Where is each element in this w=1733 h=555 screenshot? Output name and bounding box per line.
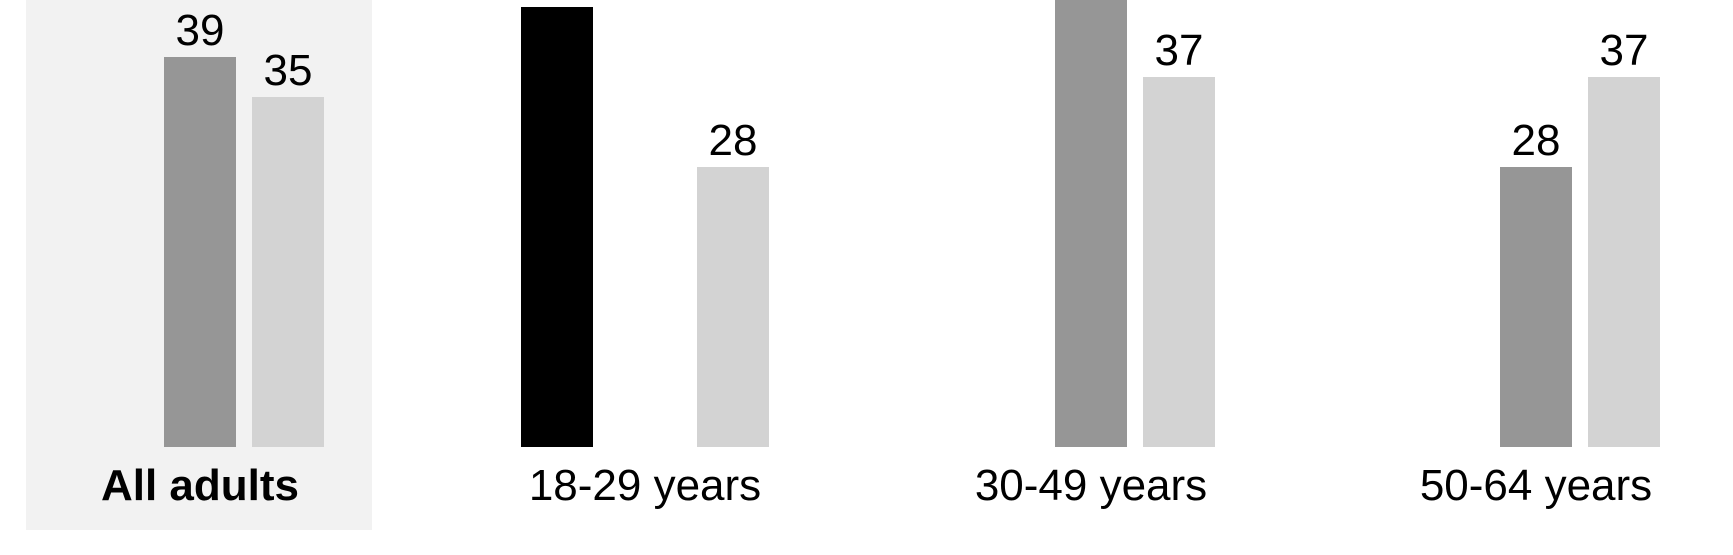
category-label-all-adults: All adults (101, 461, 299, 510)
bar-all-adults-series-2 (164, 57, 236, 447)
value-label-all-adults-series-2: 39 (176, 6, 225, 55)
value-label-all-adults-series-3: 35 (264, 46, 313, 95)
bar-50-64-years-series-2 (1500, 167, 1572, 447)
value-label-50-64-years-series-2: 28 (1512, 116, 1561, 165)
category-label-30-49-years: 30-49 years (975, 461, 1207, 510)
bars-layer (164, 0, 1660, 447)
bar-all-adults-series-3 (252, 97, 324, 447)
bar-18-29-years-series-1 (521, 7, 593, 447)
value-label-18-29-years-series-3: 28 (709, 116, 758, 165)
bar-30-49-years-series-3 (1143, 77, 1215, 447)
category-label-18-29-years: 18-29 years (529, 461, 761, 510)
bar-18-29-years-series-3 (697, 167, 769, 447)
category-labels-layer: All adults 18-29 years 30-49 years 50-64 ye… (101, 461, 1652, 510)
value-labels-layer: 39 35 28 37 28 37 (176, 6, 1649, 165)
bar-50-64-years-series-3 (1588, 77, 1660, 447)
bar-30-49-years-series-2 (1055, 0, 1127, 447)
value-label-30-49-years-series-3: 37 (1155, 26, 1204, 75)
category-label-50-64-years: 50-64 years (1420, 461, 1652, 510)
value-label-50-64-years-series-3: 37 (1600, 26, 1649, 75)
